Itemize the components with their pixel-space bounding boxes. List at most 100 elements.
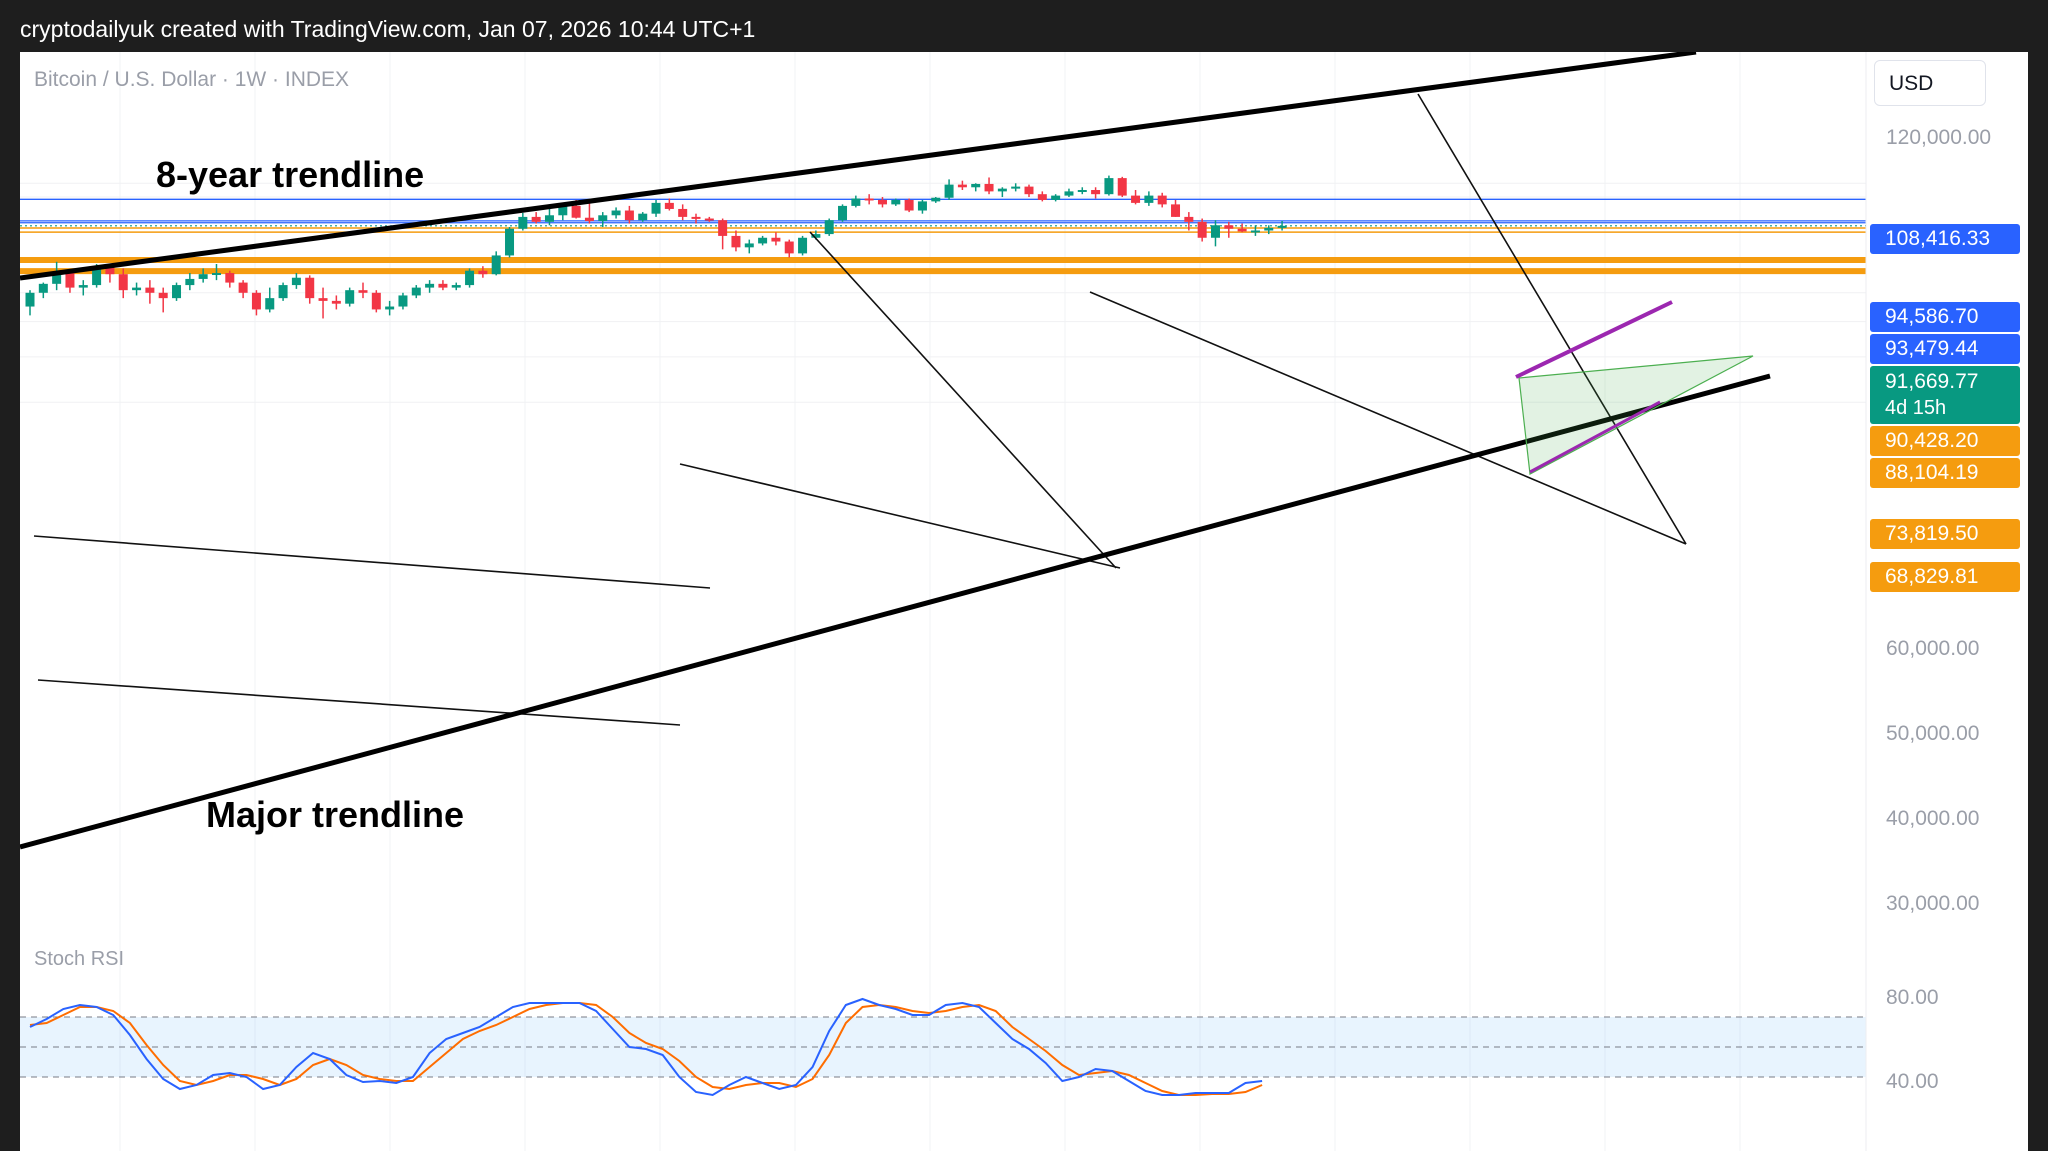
candle-body	[571, 205, 581, 218]
candle-body	[225, 273, 235, 283]
candle-body	[544, 215, 554, 222]
screenshot-caption: cryptodailyuk created with TradingView.c…	[0, 0, 2048, 52]
candle-body	[92, 267, 102, 286]
candle-body	[931, 197, 941, 202]
candle-body	[211, 273, 221, 276]
candle-body	[78, 285, 88, 288]
candle-body	[1184, 216, 1194, 222]
candle-body	[25, 292, 35, 307]
candle-body	[105, 267, 115, 275]
candle-body	[1051, 195, 1061, 200]
purple-trendline-upper	[1515, 300, 1673, 379]
candle-body	[558, 205, 568, 216]
price-tag-orange: 90,428.20	[1870, 426, 2020, 456]
candle-body	[664, 202, 674, 209]
candle-body	[704, 218, 714, 221]
candle-body	[891, 199, 901, 205]
candle-body	[598, 215, 608, 222]
purple-trendline-lower	[1529, 400, 1661, 474]
candle-body	[758, 237, 768, 244]
candle-body	[971, 183, 981, 188]
candle-body	[52, 273, 62, 284]
candle-body	[1011, 186, 1021, 189]
candle-body	[1131, 195, 1141, 203]
candle-body	[345, 290, 355, 304]
candle-body	[531, 216, 541, 222]
candle-body	[265, 298, 275, 310]
candle-body	[478, 270, 488, 275]
candle-body	[784, 241, 794, 254]
pattern-line	[33, 535, 711, 589]
price-chart[interactable]	[20, 52, 2028, 1151]
candle-body	[1077, 190, 1087, 193]
candle-body	[917, 201, 927, 211]
candle-body	[411, 287, 421, 296]
candle-body	[691, 216, 701, 219]
candle-body	[744, 243, 754, 248]
pattern-line	[1417, 93, 1687, 545]
candle-body	[278, 285, 288, 299]
candle-body	[358, 290, 368, 293]
pattern-line	[37, 679, 681, 726]
candle-body	[318, 298, 328, 301]
candle-body	[611, 210, 621, 216]
candle-body	[491, 255, 501, 275]
candle-body	[997, 188, 1007, 192]
candle-body	[864, 198, 874, 201]
price-tag-orange: 73,819.50	[1870, 519, 2020, 549]
price-tag-orange: 88,104.19	[1870, 458, 2020, 488]
annotation-8-year-trendline: 8-year trendline	[156, 154, 425, 195]
candle-body	[984, 183, 994, 192]
candle-body	[238, 282, 248, 293]
stoch-band	[20, 1017, 1866, 1077]
candle-body	[838, 205, 848, 221]
candle-body	[38, 283, 48, 293]
candle-body	[624, 210, 634, 221]
candle-body	[1091, 190, 1101, 195]
candle-body	[678, 208, 688, 217]
stoch-rsi-label: Stoch RSI	[34, 948, 125, 970]
candle-body	[172, 285, 182, 299]
candle-body	[118, 274, 128, 291]
candle-body	[132, 287, 142, 291]
candle-body	[1264, 227, 1274, 231]
candle-body	[145, 287, 155, 293]
major-trendline	[20, 373, 1771, 850]
candle-body	[505, 228, 515, 256]
candle-body	[1277, 225, 1287, 228]
candle-body	[1037, 194, 1047, 200]
candle-body	[1024, 186, 1034, 195]
candle-body	[158, 292, 168, 299]
candle-body	[65, 273, 75, 288]
last-price-tag: 91,669.77 4d 15h	[1870, 366, 2020, 424]
candle-body	[731, 235, 741, 248]
last-price-value: 91,669.77	[1885, 370, 1979, 393]
candle-body	[331, 300, 341, 304]
candle-body	[1197, 221, 1207, 238]
candle-body	[1250, 230, 1260, 233]
chart-frame[interactable]: Bitcoin / U.S. Dollar · 1W · INDEX 8-yea…	[20, 52, 2028, 1151]
candle-body	[811, 234, 821, 238]
candle-body	[1237, 228, 1247, 232]
candle-body	[251, 292, 261, 310]
price-tag-blue: 94,586.70	[1870, 302, 2020, 332]
candle-body	[305, 277, 315, 299]
candle-body	[1224, 225, 1234, 229]
candle-body	[771, 237, 781, 242]
currency-selector[interactable]: USD	[1874, 60, 1986, 106]
candle-body	[1157, 195, 1167, 205]
candle-body	[584, 217, 594, 222]
candle-body	[1171, 204, 1181, 217]
price-tag-blue: 108,416.33	[1870, 224, 2020, 254]
price-tag-blue: 93,479.44	[1870, 334, 2020, 364]
y-axis-tick: 60,000.00	[1886, 637, 1980, 660]
candle-body	[957, 184, 967, 188]
candle-body	[877, 199, 887, 205]
candle-body	[1117, 178, 1127, 196]
stoch-axis-tick: 80.00	[1886, 986, 1939, 1009]
candle-body	[425, 283, 435, 288]
candle-body	[371, 292, 381, 310]
symbol-label: Bitcoin / U.S. Dollar · 1W · INDEX	[34, 68, 350, 91]
candle-body	[451, 285, 461, 288]
candle-body	[1144, 195, 1154, 203]
